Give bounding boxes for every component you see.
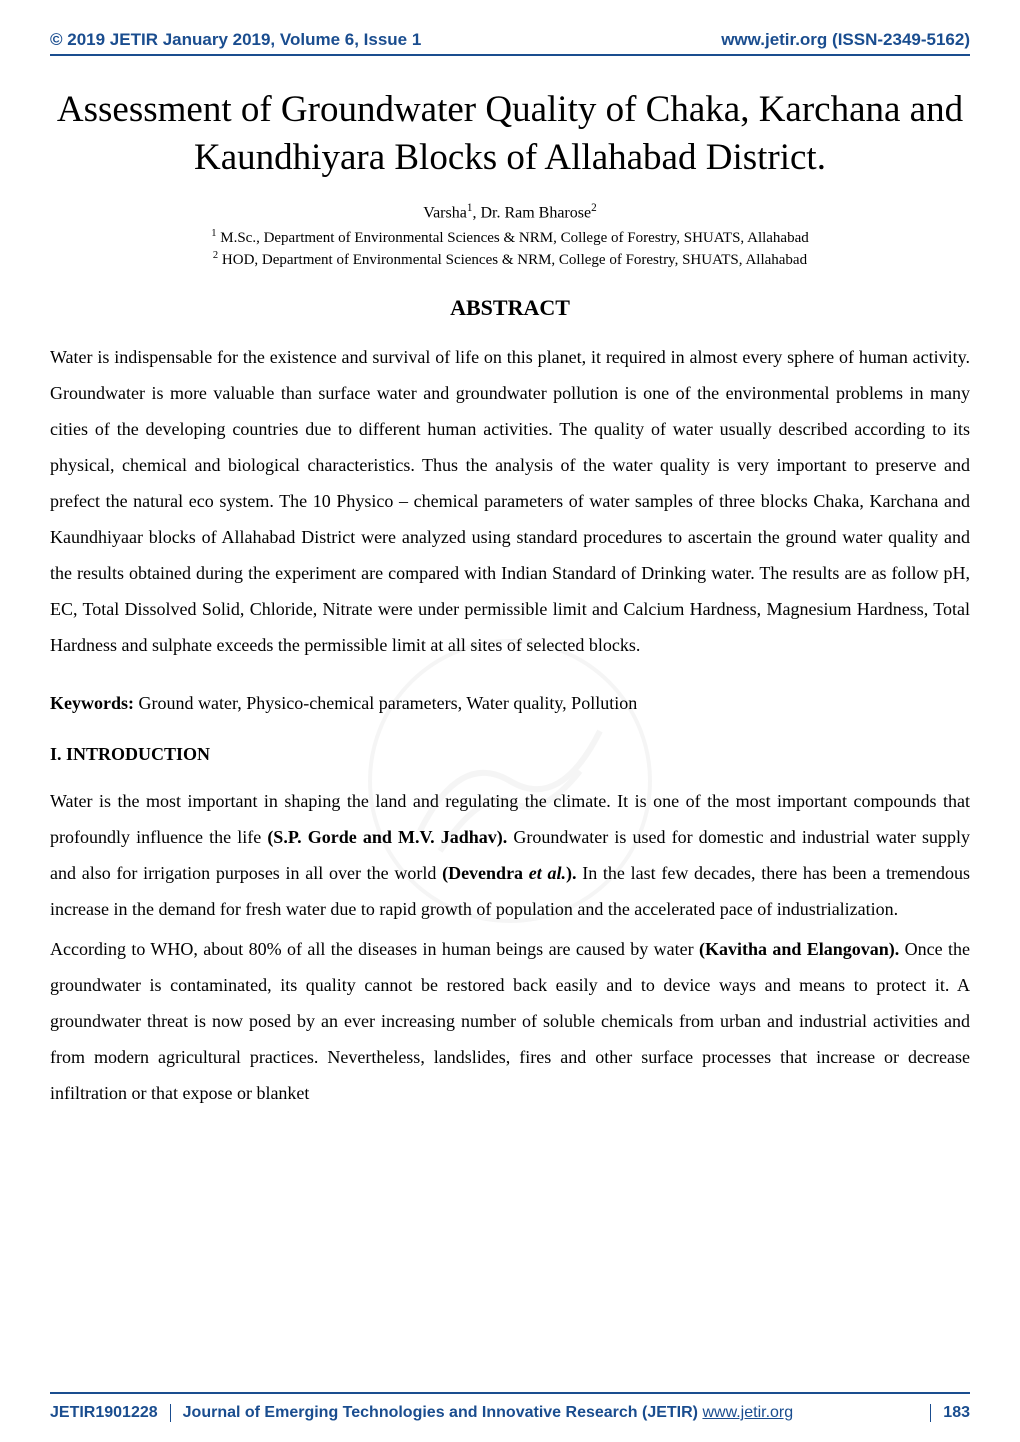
- abstract-body: Water is indispensable for the existence…: [50, 339, 970, 663]
- page-footer: JETIR1901228 Journal of Emerging Technol…: [50, 1392, 970, 1422]
- footer-journal-text: Journal of Emerging Technologies and Inn…: [183, 1404, 703, 1421]
- paper-title: Assessment of Groundwater Quality of Cha…: [50, 86, 970, 182]
- authors-line: Varsha1, Dr. Ram Bharose2: [50, 202, 970, 222]
- intro-para-2: According to WHO, about 80% of all the d…: [50, 931, 970, 1111]
- header-left-text: © 2019 JETIR January 2019, Volume 6, Iss…: [50, 30, 421, 50]
- page-header: © 2019 JETIR January 2019, Volume 6, Iss…: [50, 30, 970, 56]
- footer-paper-code: JETIR1901228: [50, 1404, 171, 1422]
- keywords-label: Keywords:: [50, 693, 134, 713]
- intro-para-1: Water is the most important in shaping t…: [50, 783, 970, 927]
- keywords-text: Ground water, Physico-chemical parameter…: [134, 693, 637, 713]
- header-right-text: www.jetir.org (ISSN-2349-5162): [721, 30, 970, 50]
- affiliation-2: 2 HOD, Department of Environmental Scien…: [50, 249, 970, 271]
- footer-link[interactable]: www.jetir.org: [702, 1404, 793, 1421]
- abstract-heading: ABSTRACT: [50, 295, 970, 321]
- footer-page-number: 183: [930, 1404, 970, 1422]
- section-intro-heading: I. INTRODUCTION: [50, 744, 970, 765]
- affiliation-1: 1 M.Sc., Department of Environmental Sci…: [50, 227, 970, 249]
- footer-journal-name: Journal of Emerging Technologies and Inn…: [171, 1404, 931, 1422]
- keywords-line: Keywords: Ground water, Physico-chemical…: [50, 693, 970, 714]
